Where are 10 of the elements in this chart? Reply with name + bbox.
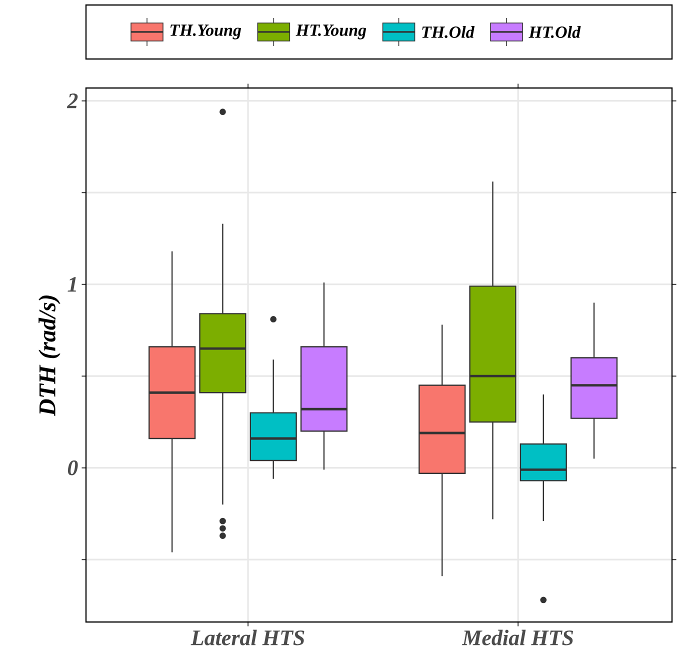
legend-label: HT.Old — [528, 26, 581, 38]
legend-label: TH.Old — [422, 26, 475, 38]
legend-label: HT.Young — [296, 24, 366, 40]
legend-label: TH.Young — [170, 24, 242, 40]
y-tick-label: 0 — [68, 460, 78, 476]
x-tick-label: Lateral HTS — [190, 630, 304, 646]
y-axis-title: DTH (rad/s) — [38, 296, 60, 416]
x-tick-label: Medial HTS — [462, 630, 574, 646]
y-tick-label: 1 — [68, 277, 76, 292]
y-tick-label: 2 — [66, 94, 78, 108]
